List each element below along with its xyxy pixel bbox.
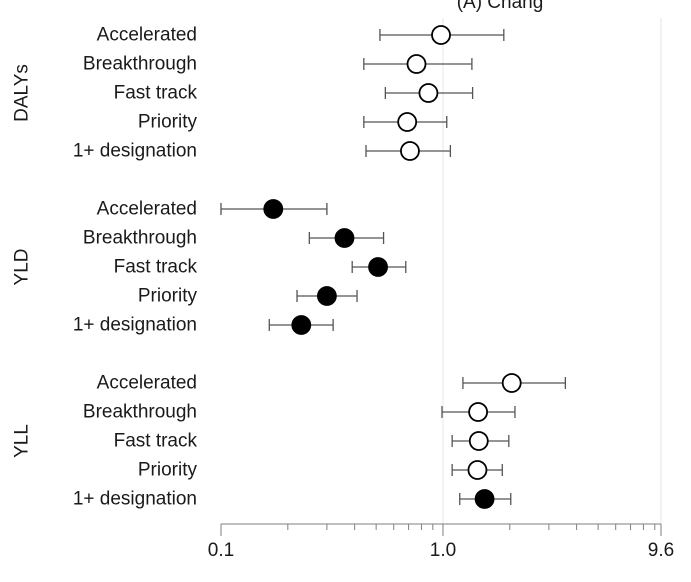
- row-label: Priority: [138, 112, 198, 133]
- row-label: Priority: [138, 460, 198, 481]
- point-estimate: [397, 112, 418, 132]
- point-estimate: [291, 315, 312, 335]
- row-label: 1+ designation: [73, 141, 197, 162]
- forest-row: 1+ designation: [73, 315, 334, 336]
- row-label: Breakthrough: [83, 54, 197, 75]
- row-label: 1+ designation: [73, 489, 197, 510]
- forest-row: Breakthrough: [83, 54, 473, 75]
- forest-row: Fast track: [114, 257, 407, 278]
- forest-row: Accelerated: [97, 25, 505, 46]
- point-estimate: [400, 141, 420, 161]
- row-label: Fast track: [114, 431, 198, 452]
- row-label: 1+ designation: [73, 315, 197, 336]
- chart-title: (A) Chang: [457, 0, 544, 13]
- row-label: Breakthrough: [83, 228, 197, 249]
- row-label: Accelerated: [97, 25, 197, 46]
- x-axis: 0.1 1.0 9.6: [208, 523, 674, 561]
- point-estimate: [468, 402, 489, 422]
- forest-row: 1+ designation: [73, 489, 512, 510]
- point-estimate: [368, 257, 388, 277]
- group-labels: DALYs YLD YLL: [12, 64, 33, 458]
- point-estimate: [406, 54, 427, 74]
- plot-rows: Accelerated Breakthrough Fast track Priorit…: [73, 25, 567, 510]
- row-label: Accelerated: [97, 373, 197, 394]
- row-label: Fast track: [114, 257, 198, 278]
- point-estimate: [501, 373, 522, 393]
- x-tick-label: 0.1: [208, 540, 234, 561]
- point-estimate: [431, 25, 451, 45]
- row-label: Fast track: [114, 83, 198, 104]
- row-label: Accelerated: [97, 199, 197, 220]
- point-estimate: [334, 228, 355, 248]
- row-label: Breakthrough: [83, 402, 197, 423]
- group-label: YLL: [12, 424, 33, 458]
- x-tick-label: 9.6: [648, 540, 674, 561]
- x-tick-label: 1.0: [430, 540, 456, 561]
- forest-row: Priority: [138, 286, 358, 307]
- group-label: YLD: [12, 249, 33, 286]
- group-label: DALYs: [12, 64, 33, 122]
- forest-row: 1+ designation: [73, 141, 452, 162]
- point-estimate: [467, 460, 488, 480]
- point-estimate: [418, 83, 439, 103]
- point-estimate: [317, 286, 337, 306]
- point-estimate: [263, 199, 284, 219]
- forest-row: Priority: [138, 112, 448, 133]
- row-label: Priority: [138, 286, 198, 307]
- forest-row: Accelerated: [97, 373, 567, 394]
- forest-row: Breakthrough: [83, 402, 516, 423]
- point-estimate: [468, 431, 489, 451]
- gridlines: [442, 18, 662, 524]
- forest-row: Accelerated: [97, 199, 328, 220]
- forest-row: Priority: [138, 460, 503, 481]
- forest-row: Fast track: [114, 83, 474, 104]
- forest-row: Breakthrough: [83, 228, 385, 249]
- point-estimate: [474, 489, 495, 509]
- forest-row: Fast track: [114, 431, 510, 452]
